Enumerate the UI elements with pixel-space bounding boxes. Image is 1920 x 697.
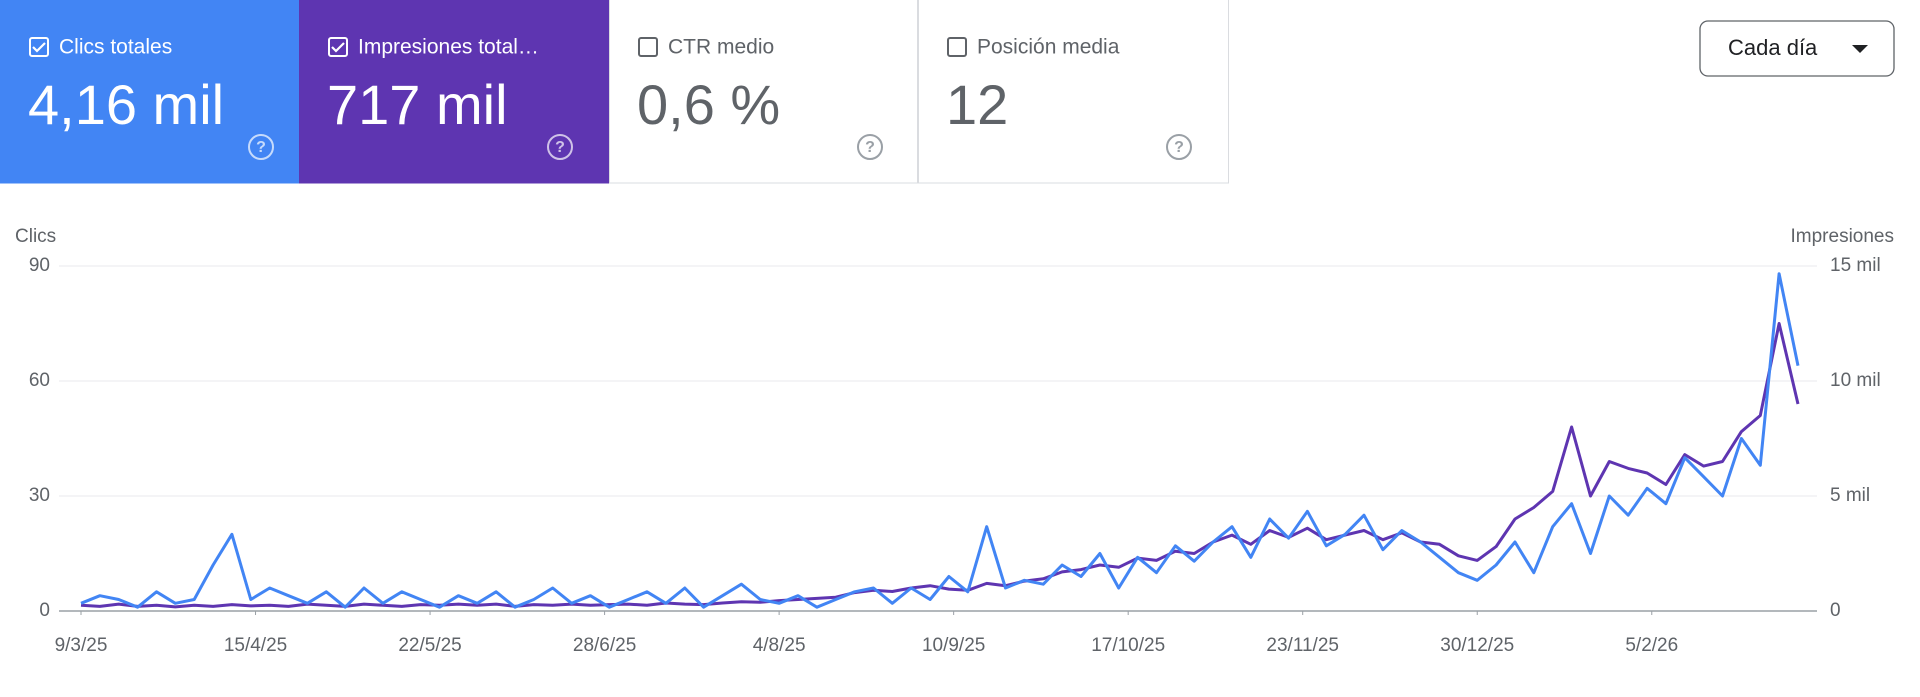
checkmark[interactable] [331,42,345,53]
x-tick-label: 30/12/25 [1440,635,1514,656]
x-tick-label: 9/3/25 [55,635,108,656]
series-line [80,272,1800,609]
card-checkbox[interactable] [29,37,49,57]
help-icon-mark: ? [555,139,565,156]
y-tick-label: 0 [39,600,50,621]
x-tick-label: 17/10/25 [1091,635,1165,656]
y2-tick-label: 5 mil [1830,485,1870,506]
card-label[interactable]: Clics totales [59,36,172,59]
card-label[interactable]: Posición media [977,36,1120,59]
y-tick-label: 60 [29,370,50,391]
dropdown-arrow[interactable] [1852,45,1868,53]
help-icon-mark: ? [256,139,266,156]
x-tick-label: 4/8/25 [753,635,806,656]
metric-card[interactable] [299,0,609,184]
series-line [80,322,1800,609]
card-value[interactable]: 12 [946,73,1008,136]
y2-tick-label: 10 mil [1830,370,1881,391]
card-checkbox[interactable] [328,37,348,57]
y2-tick-label: 0 [1830,600,1841,621]
help-icon-mark: ? [1174,139,1184,156]
x-tick-label: 23/11/25 [1266,635,1339,656]
y-tick-label: 30 [29,485,50,506]
help-icon [1166,134,1192,160]
y-tick-label: 90 [29,255,50,276]
help-icon [857,134,883,160]
y2-axis-title: Impresiones [1791,226,1895,247]
card-label[interactable]: Impresiones total… [358,36,539,59]
granularity-button[interactable] [1699,20,1895,77]
x-tick-label: 15/4/25 [224,635,287,656]
x-tick-label: 10/9/25 [922,635,985,656]
card-value[interactable]: 0,6 % [637,73,780,136]
y2-tick-label: 15 mil [1830,255,1881,276]
checkmark[interactable] [32,42,46,53]
card-label[interactable]: CTR medio [668,36,774,59]
help-icon-mark: ? [865,139,875,156]
metric-card[interactable] [0,0,299,184]
card-value[interactable]: 4,16 mil [28,73,224,136]
granularity-label[interactable]: Cada día [1728,35,1818,60]
card-checkbox[interactable] [947,37,967,57]
x-tick-label: 28/6/25 [573,635,636,656]
metric-card[interactable] [918,0,1229,184]
x-tick-label: 22/5/25 [398,635,461,656]
y-axis-title: Clics [15,226,56,247]
card-checkbox[interactable] [638,37,658,57]
help-icon [547,134,573,160]
metric-card[interactable] [609,0,918,184]
card-value[interactable]: 717 mil [327,73,508,136]
help-icon [248,134,274,160]
x-tick-label: 5/2/26 [1625,635,1678,656]
